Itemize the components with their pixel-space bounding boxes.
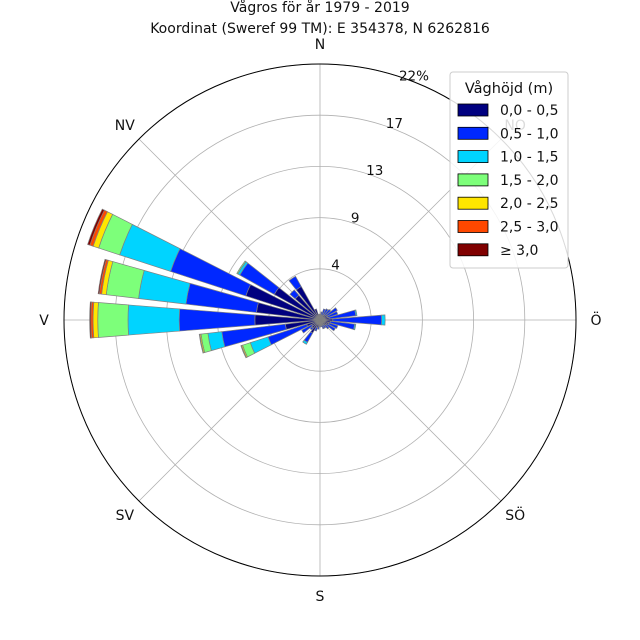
rose-bar-segment — [309, 326, 314, 331]
direction-label: SV — [116, 508, 135, 524]
rose-bar-segment — [354, 309, 358, 317]
rose-bar-segment — [97, 302, 129, 338]
grid-spoke — [319, 319, 502, 502]
radial-tick-label: 4 — [331, 258, 340, 274]
legend-swatch — [457, 243, 489, 257]
rose-bar-segment — [236, 260, 247, 275]
rose-bar-segment — [322, 324, 327, 329]
rose-bar-segment — [302, 339, 308, 345]
legend-swatch — [457, 150, 489, 164]
rose-bar-segment — [322, 308, 329, 316]
legend-label: 0,0 - 0,5 — [500, 103, 558, 119]
rose-bar-segment — [314, 326, 318, 332]
rose-bar-segment — [289, 289, 300, 300]
direction-label: V — [39, 313, 49, 329]
legend-title: Våghöjd (m) — [465, 80, 553, 97]
rose-bar-segment — [198, 333, 204, 354]
rose-bar-segment — [301, 324, 314, 334]
grid-spoke — [138, 319, 321, 502]
rose-bar-segment — [327, 322, 339, 329]
polar-frame — [63, 63, 577, 577]
chart-title: Vågros för år 1979 - 2019 — [230, 0, 409, 16]
radial-tick-label: 22% — [399, 68, 429, 84]
rose-bar-segment — [89, 301, 92, 339]
rose-bar-segment — [87, 208, 105, 246]
legend-frame — [449, 71, 569, 269]
direction-label: SÖ — [505, 506, 525, 524]
rose-bar-segment — [324, 324, 330, 330]
chart-subtitle: Koordinat (Sweref 99 TM): E 354378, N 62… — [150, 21, 490, 37]
legend-swatch — [457, 103, 489, 117]
radial-tick-label: 17 — [386, 116, 403, 132]
legend-label: 1,5 - 2,0 — [500, 173, 558, 189]
rose-bar-segment — [325, 323, 336, 332]
legend: Våghöjd (m) 0,0 - 0,5 0,5 - 1,0 1,0 - 1,5 1… — [449, 71, 569, 269]
legend-label: ≥ 3,0 — [500, 243, 538, 259]
rose-bars — [87, 208, 386, 359]
rose-bar-segment — [317, 326, 320, 330]
rose-bar-segment — [288, 275, 302, 291]
radial-tick-label: 9 — [351, 210, 360, 226]
direction-label: Ö — [590, 311, 601, 329]
grid-spoke — [138, 138, 321, 321]
legend-swatch — [457, 126, 489, 140]
radial-tick-labels: 4 9 13 17 22% — [331, 68, 429, 273]
rose-bar-segment — [127, 304, 181, 336]
rose-bar-segment — [320, 308, 326, 317]
rose-bar-segment — [240, 345, 247, 359]
direction-label: S — [316, 589, 325, 605]
rose-bar-segment — [381, 314, 386, 326]
direction-label: N — [315, 37, 325, 53]
legend-label: 2,5 - 3,0 — [500, 220, 558, 236]
legend-swatch — [457, 173, 489, 187]
rose-bar-segment — [92, 301, 99, 339]
legend-label: 1,0 - 1,5 — [500, 150, 558, 166]
rose-bar-segment — [178, 308, 256, 332]
legend-swatch — [457, 196, 489, 210]
rose-bar-segment — [105, 261, 145, 299]
rose-bar-segment — [317, 313, 321, 321]
rose-bar-segment — [321, 324, 325, 330]
radial-tick-label: 13 — [366, 163, 383, 179]
direction-label: NV — [115, 118, 135, 134]
legend-swatch — [457, 220, 489, 233]
rose-bar-segment — [353, 323, 357, 331]
rose-bar-segment — [326, 311, 339, 318]
legend-label: 2,0 - 2,5 — [500, 196, 558, 212]
rose-bar-segment — [324, 308, 332, 316]
rose-bar-segment — [325, 307, 338, 317]
rose-bar-segment — [314, 308, 321, 321]
legend-label: 0,5 - 1,0 — [500, 126, 558, 142]
rose-bar-segment — [97, 258, 107, 295]
